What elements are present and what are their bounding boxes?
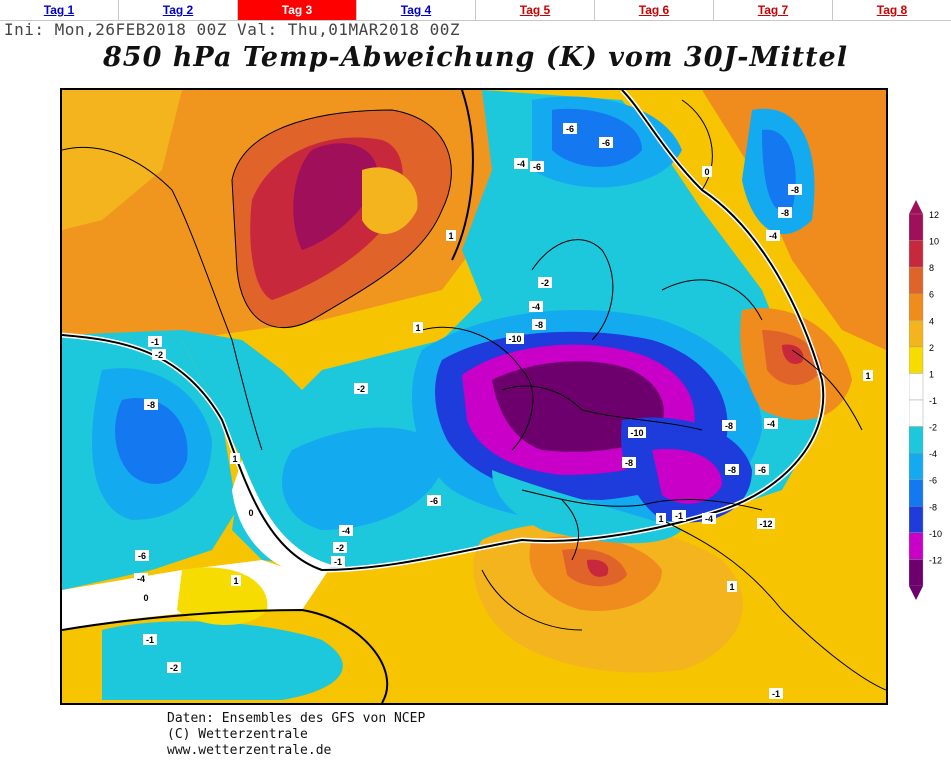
map-label: -6 xyxy=(533,162,541,172)
map-label: 1 xyxy=(729,582,734,592)
anomaly-map: -6 -6 -4 -6 -8 -8 -4 -4 -10 -8 -2 -8 -6 … xyxy=(60,88,888,705)
map-label: -8 xyxy=(791,185,799,195)
map-label: -6 xyxy=(602,138,610,148)
colorbar-label: 8 xyxy=(929,263,934,273)
map-label: -4 xyxy=(342,526,350,536)
colorbar-label: 6 xyxy=(929,290,934,300)
tab-tag-8[interactable]: Tag 8 xyxy=(876,3,908,17)
map-title: 850 hPa Temp-Abweichung (K) vom 30J-Mitt… xyxy=(103,42,848,73)
colorbar-label: -1 xyxy=(929,396,937,406)
map-label: 1 xyxy=(415,323,420,333)
map-label: -4 xyxy=(137,574,145,584)
colorbar-swatch xyxy=(909,399,924,427)
map-label: -8 xyxy=(728,465,736,475)
day-tab-bar: Tag 1 Tag 2 Tag 3 Tag 4 Tag 5 Tag 6 Tag … xyxy=(0,0,951,21)
map-label: 0 xyxy=(704,167,709,177)
credit-line-data: Daten: Ensembles des GFS von NCEP xyxy=(167,711,426,726)
map-label: -2 xyxy=(357,384,365,394)
map-label: 1 xyxy=(233,576,238,586)
colorbar-swatch xyxy=(909,373,924,401)
tab-tag-2[interactable]: Tag 2 xyxy=(119,0,238,20)
map-label: 1 xyxy=(865,371,870,381)
colorbar-label: -10 xyxy=(929,529,942,539)
colorbar-top-arrow xyxy=(909,200,923,214)
credit-line-website[interactable]: www.wetterzentrale.de xyxy=(167,743,332,758)
colorbar-bottom-arrow xyxy=(909,586,923,600)
map-label: -4 xyxy=(767,419,775,429)
colorbar-label: -8 xyxy=(929,502,937,512)
map-label: -1 xyxy=(146,635,154,645)
colorbar-swatch xyxy=(909,240,924,268)
colorbar-label: -6 xyxy=(929,476,937,486)
map-label: -10 xyxy=(508,334,521,344)
map-label: -6 xyxy=(758,465,766,475)
map-label: 0 xyxy=(143,593,148,603)
map-label: -6 xyxy=(566,124,574,134)
map-label: -6 xyxy=(138,551,146,561)
colorbar-swatch xyxy=(909,320,924,348)
tab-tag-5[interactable]: Tag 5 xyxy=(476,0,595,20)
tab-tag-1[interactable]: Tag 1 xyxy=(0,0,119,20)
map-label: 1 xyxy=(448,231,453,241)
colorbar-swatch xyxy=(909,426,924,454)
init-valid-line: Ini: Mon,26FEB2018 00Z Val: Thu,01MAR201… xyxy=(4,20,460,39)
colorbar-swatch xyxy=(909,293,924,321)
tab-tag-7[interactable]: Tag 7 xyxy=(714,0,833,20)
map-label: -1 xyxy=(772,689,780,699)
colorbar-label: 2 xyxy=(929,343,934,353)
map-label: -2 xyxy=(541,278,549,288)
map-label: 0 xyxy=(248,508,253,518)
colorbar-swatch xyxy=(909,559,924,587)
map-label: -4 xyxy=(769,231,777,241)
tab-tag-6[interactable]: Tag 6 xyxy=(595,0,714,20)
map-label: -8 xyxy=(147,400,155,410)
map-label: -8 xyxy=(625,458,633,468)
map-label: -1 xyxy=(334,557,342,567)
color-scale-legend: 12 10 8 6 4 2 1 -1 -2 -4 -6 -8 -10 -12 xyxy=(909,200,942,600)
tab-tag-3[interactable]: Tag 3 xyxy=(238,0,357,20)
map-label: -10 xyxy=(630,428,643,438)
colorbar-label: 10 xyxy=(929,237,939,247)
colorbar-swatch xyxy=(909,532,924,560)
map-label: -6 xyxy=(430,496,438,506)
map-label: -4 xyxy=(517,159,525,169)
colorbar-swatch xyxy=(909,346,924,374)
colorbar-swatch xyxy=(909,452,924,480)
map-label: -1 xyxy=(151,337,159,347)
data-credit: Daten: Ensembles des GFS von NCEP (C) We… xyxy=(167,711,425,759)
colorbar-swatch xyxy=(909,479,924,507)
map-canvas: -6 -6 -4 -6 -8 -8 -4 -4 -10 -8 -2 -8 -6 … xyxy=(62,90,886,703)
colorbar-swatch xyxy=(909,506,924,534)
map-label: 1 xyxy=(232,454,237,464)
colorbar-label: 4 xyxy=(929,316,934,326)
map-label: -1 xyxy=(675,511,683,521)
colorbar-label: 1 xyxy=(929,369,934,379)
map-label: -8 xyxy=(781,208,789,218)
map-label: -4 xyxy=(532,302,540,312)
map-label: -2 xyxy=(170,663,178,673)
map-label: -8 xyxy=(535,320,543,330)
map-label: 1 xyxy=(658,514,663,524)
colorbar-swatch xyxy=(909,213,924,241)
colorbar-label: -4 xyxy=(929,449,937,459)
colorbar-label: -12 xyxy=(929,555,942,565)
map-label: -2 xyxy=(155,350,163,360)
map-label: -2 xyxy=(336,543,344,553)
tab-tag-4[interactable]: Tag 4 xyxy=(357,0,476,20)
colorbar-swatch xyxy=(909,266,924,294)
colorbar-label: 12 xyxy=(929,210,939,220)
colorbar-label: -2 xyxy=(929,423,937,433)
map-label: -4 xyxy=(705,514,713,524)
credit-line-copyright: (C) Wetterzentrale xyxy=(167,727,308,742)
map-label: -12 xyxy=(759,519,772,529)
map-label: -8 xyxy=(725,421,733,431)
